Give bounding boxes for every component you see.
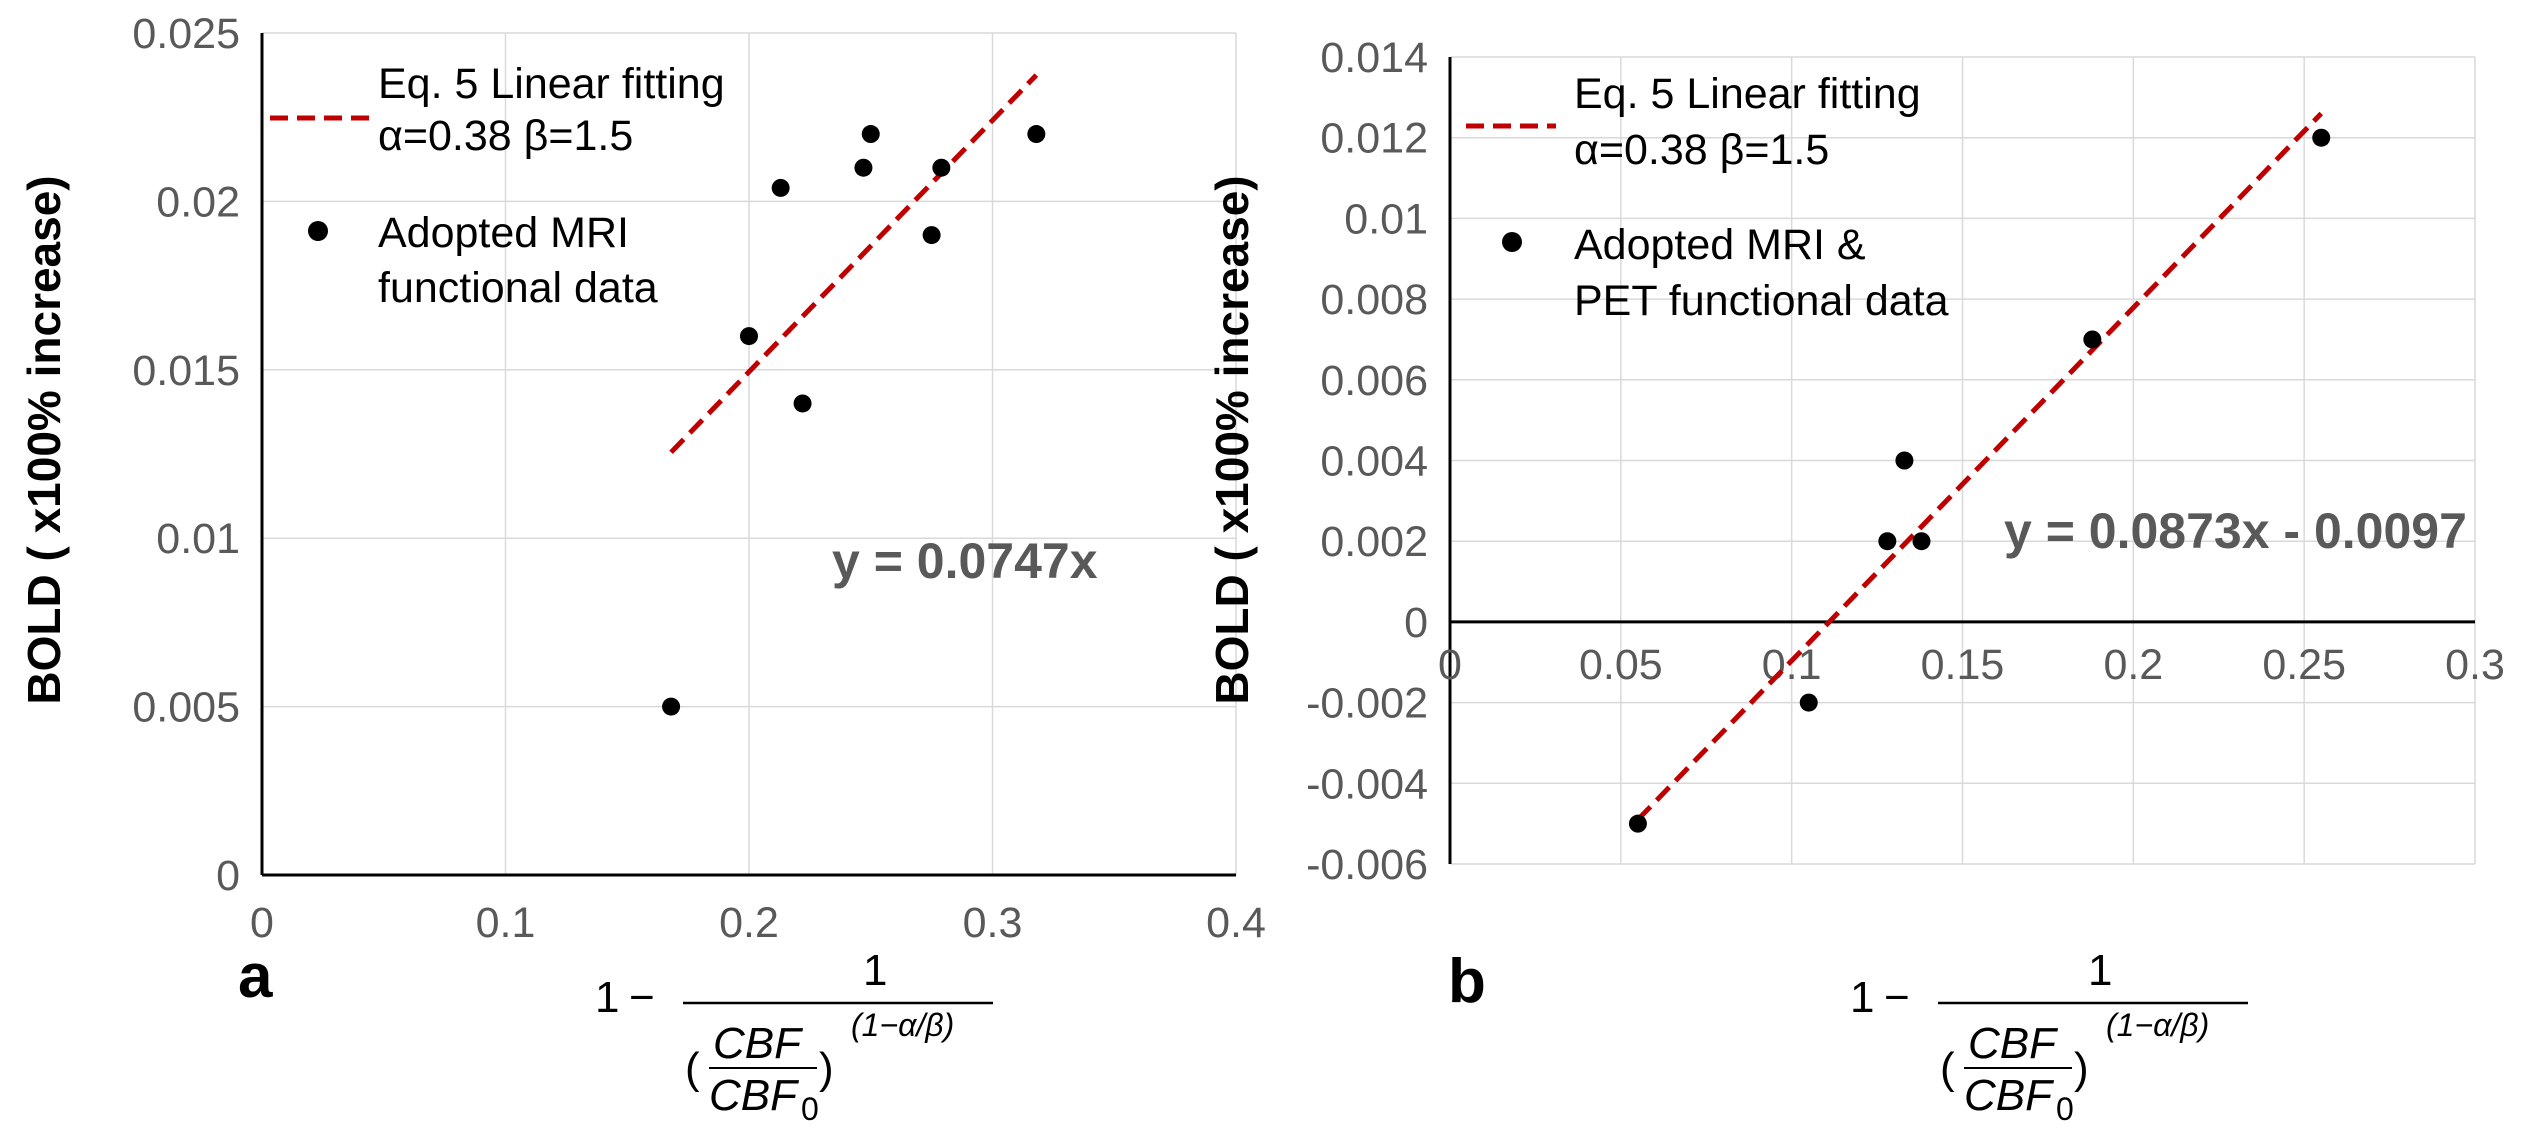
formula-one-a: 1 (595, 973, 619, 1022)
x-tick-labels-b: 0 0.05 0.1 0.15 0.2 0.25 0.3 (1438, 641, 2505, 689)
formula-exponent-b: (1−α/β) (2106, 1007, 2209, 1043)
formula-cbf0-a: CBF (709, 1071, 799, 1120)
formula-cbf-b: CBF (1968, 1019, 2058, 1068)
data-point (2312, 128, 2331, 147)
formula-numerator-b: 1 (2088, 946, 2112, 995)
formula-exponent-a: (1−α/β) (851, 1007, 954, 1043)
data-point (771, 178, 790, 197)
formula-sub0-b: 0 (2056, 1091, 2074, 1127)
data-point (2083, 330, 2102, 349)
y-tick-label: 0 (216, 852, 240, 900)
fit-equation-b: y = 0.0873x - 0.0097 (2004, 503, 2467, 559)
x-tick-label: 0.1 (476, 899, 536, 947)
data-point (1628, 814, 1647, 833)
y-tick-label: 0 (1404, 599, 1428, 647)
y-tick-label: 0.005 (132, 684, 240, 732)
x-tick-label: 0.4 (1206, 899, 1266, 947)
legend-label-fit-a-line2: α=0.38 β=1.5 (378, 112, 633, 160)
data-point (1912, 532, 1931, 551)
y-tick-label: 0.008 (1320, 276, 1428, 324)
y-tick-label: 0.015 (132, 347, 240, 395)
y-tick-label: 0.006 (1320, 357, 1428, 405)
panel-label-a: a (238, 942, 273, 1011)
legend-label-data-a-line1: Adopted MRI (378, 209, 629, 257)
y-tick-label: 0.01 (1344, 195, 1428, 243)
panel-label-b: b (1448, 947, 1486, 1016)
legend-b: Eq. 5 Linear fitting α=0.38 β=1.5 Adopte… (1466, 70, 1949, 325)
x-tick-label: 0.3 (2445, 641, 2505, 689)
fit-line-a (669, 73, 1039, 455)
y-tick-label: -0.002 (1306, 680, 1428, 728)
x-tick-label: 0 (250, 899, 274, 947)
data-points-b (1628, 128, 2331, 833)
legend-marker-data-a (308, 221, 328, 241)
y-axis-label-b: BOLD ( x100% increase) (1206, 175, 1258, 704)
y-tick-labels-a: 0 0.005 0.01 0.015 0.02 0.025 (132, 10, 240, 900)
x-axis-formula-b: 1 − 1 ( CBF CBF 0 ) (1−α/β) (1850, 946, 2248, 1127)
data-point (740, 327, 758, 346)
data-point (854, 158, 873, 177)
data-point (932, 158, 951, 177)
legend-label-data-a-line2: functional data (378, 264, 658, 312)
x-tick-label: 0.05 (1579, 641, 1663, 689)
data-point (861, 125, 880, 144)
chart-panel-a: 0 0.005 0.01 0.015 0.02 0.025 0 0.1 0.2 0.3 0.4 B… (18, 10, 1266, 1127)
fit-line-b (1636, 111, 2324, 822)
formula-rparen-a: ) (819, 1044, 834, 1093)
legend-label-fit-a-line1: Eq. 5 Linear fitting (378, 60, 725, 108)
y-tick-label: -0.006 (1306, 841, 1428, 889)
formula-rparen-b: ) (2074, 1044, 2089, 1093)
formula-lparen-a: ( (685, 1044, 700, 1093)
y-tick-label: 0.01 (156, 515, 240, 563)
formula-cbf-a: CBF (713, 1019, 803, 1068)
x-tick-label: 0 (1438, 641, 1462, 689)
data-point (1895, 451, 1914, 470)
legend-label-data-b-line1: Adopted MRI & (1574, 221, 1866, 269)
legend-a: Eq. 5 Linear fitting α=0.38 β=1.5 Adopte… (270, 60, 725, 312)
formula-one-b: 1 (1850, 973, 1874, 1022)
formula-minus-a: − (629, 973, 655, 1022)
legend-label-data-b-line2: PET functional data (1574, 277, 1949, 325)
data-point (1799, 693, 1818, 712)
legend-marker-data-b (1502, 232, 1522, 252)
x-tick-label: 0.2 (2103, 641, 2163, 689)
data-point (662, 697, 681, 716)
x-tick-label: 0.3 (963, 899, 1023, 947)
legend-label-fit-b-line2: α=0.38 β=1.5 (1574, 126, 1829, 174)
y-tick-label: 0.012 (1320, 115, 1428, 163)
data-point (1878, 532, 1897, 551)
x-axis-formula-a: 1 − 1 ( CBF CBF 0 ) (1−α/β) (595, 946, 993, 1127)
formula-minus-b: − (1884, 973, 1910, 1022)
y-axis-label-a: BOLD ( x100% increase) (18, 175, 70, 704)
data-point (922, 226, 941, 245)
y-tick-label: 0.004 (1320, 438, 1428, 486)
chart-panel-b: -0.006-0.004-0.00200.0020.0040.0060.0080… (1206, 34, 2505, 1127)
data-points-a (662, 125, 1046, 716)
formula-numerator-a: 1 (863, 946, 887, 995)
y-tick-label: 0.025 (132, 10, 240, 58)
y-tick-label: 0.014 (1320, 34, 1428, 82)
formula-cbf0-b: CBF (1964, 1071, 2054, 1120)
data-point (1027, 125, 1046, 144)
gridlines-b (1450, 56, 2476, 865)
fit-equation-a: y = 0.0747x (832, 533, 1098, 589)
formula-sub0-a: 0 (801, 1091, 819, 1127)
y-tick-label: 0.02 (156, 178, 240, 226)
y-tick-label: -0.004 (1306, 760, 1428, 808)
x-tick-labels-a: 0 0.1 0.2 0.3 0.4 (250, 899, 1266, 947)
y-tick-label: 0.002 (1320, 518, 1428, 566)
data-point (793, 394, 812, 413)
x-tick-label: 0.15 (1921, 641, 2005, 689)
legend-label-fit-b-line1: Eq. 5 Linear fitting (1574, 70, 1921, 118)
x-tick-label: 0.2 (719, 899, 779, 947)
y-tick-labels-b: -0.006 -0.004 -0.002 0 0.002 0.004 0.006 0.008 0… (1306, 34, 1428, 889)
formula-lparen-b: ( (1940, 1044, 1955, 1093)
x-tick-label: 0.25 (2262, 641, 2346, 689)
